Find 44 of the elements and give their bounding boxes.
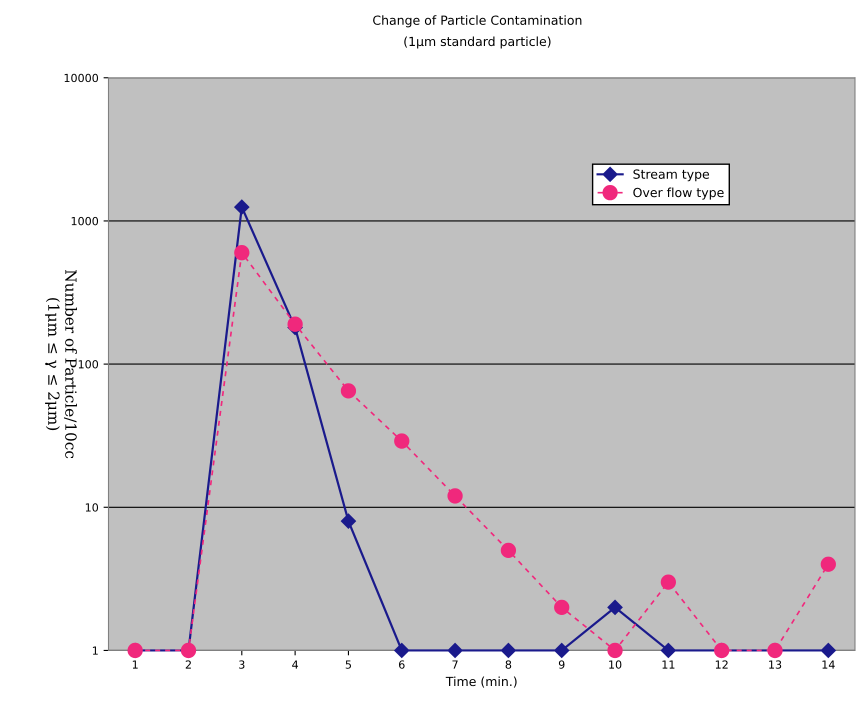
x-tick-label: 13 (769, 660, 782, 669)
x-tick-label: 8 (506, 660, 512, 669)
x-tick-label: 11 (662, 660, 674, 669)
point (394, 433, 410, 449)
y-tick-label: 10000 (64, 74, 98, 82)
x-tick-label: 6 (399, 660, 405, 669)
point (447, 488, 463, 504)
y-tick-label: 1000 (72, 216, 98, 226)
x-tick-label: 12 (716, 660, 728, 669)
point (554, 600, 570, 615)
point (820, 642, 836, 658)
point (394, 642, 410, 658)
point (660, 574, 676, 590)
point (660, 642, 676, 658)
chart-title: Change of Particle Contamination (373, 15, 582, 28)
x-tick-label: 5 (346, 660, 352, 669)
point (234, 199, 250, 215)
y-tick-label: 10 (86, 503, 98, 512)
x-tick-label: 4 (292, 660, 298, 669)
point (340, 514, 356, 529)
x-tick-label: 7 (452, 660, 458, 669)
x-tick-label: 1 (132, 660, 138, 669)
point (500, 642, 516, 658)
y-tick-label: 1 (92, 646, 98, 655)
x-tick-label: 3 (239, 660, 244, 669)
point (554, 642, 570, 658)
chart-subtitle: (1μm standard particle) (404, 36, 551, 49)
point (820, 556, 836, 572)
legend-label: Over flow type (633, 188, 724, 200)
point (607, 600, 623, 615)
point (287, 316, 303, 332)
x-tick-label: 14 (822, 660, 835, 669)
point (340, 383, 356, 399)
point (607, 642, 623, 658)
x-tick-label: 9 (558, 660, 564, 669)
point (448, 642, 463, 658)
y-axis-title: Number of Particle/10cc (1μm ≤ γ ≤ 2μm) (45, 270, 77, 458)
x-tick-label: 10 (609, 660, 622, 669)
point (234, 245, 250, 260)
legend-label: Stream type (633, 169, 710, 182)
y-tick-label: 100 (78, 360, 98, 368)
x-tick-label: 2 (186, 660, 191, 669)
x-axis-title: Time (min.) (446, 676, 517, 688)
point (500, 542, 516, 558)
